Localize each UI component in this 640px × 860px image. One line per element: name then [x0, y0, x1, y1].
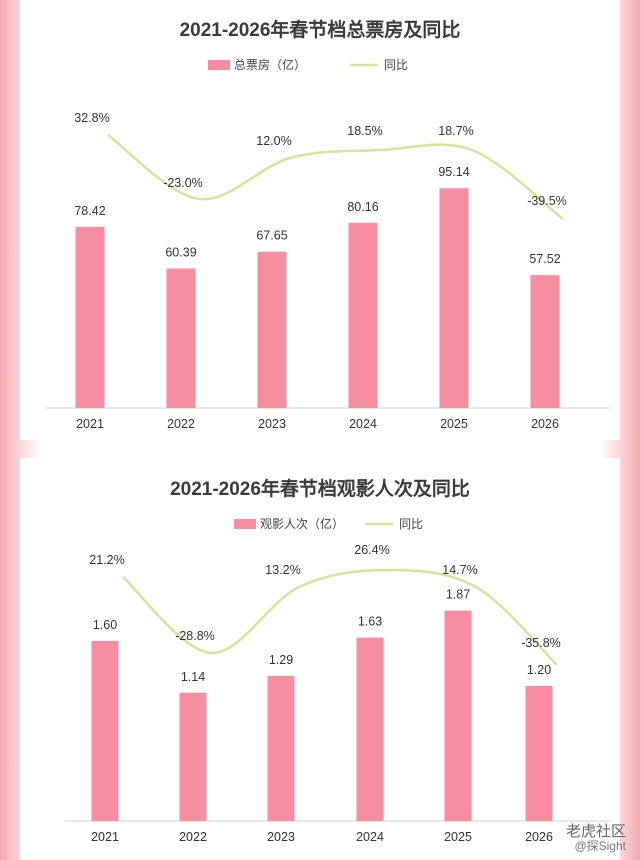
- legend-bar-label: 总票房（亿）: [234, 57, 306, 72]
- admissions-chart-panel: 2021-2026年春节档观影人次及同比观影人次（亿） 同比 1.60 2021 1.1…: [20, 458, 620, 860]
- bar-value-label: 1.29: [269, 653, 293, 667]
- watermark-line2: @探Sight: [574, 839, 626, 853]
- bar-value-label: 1.60: [93, 618, 117, 632]
- bar-value-label: 1.20: [527, 663, 551, 677]
- watermark-line1: 老虎社区: [565, 823, 626, 840]
- x-tick-label: 2023: [267, 830, 295, 844]
- bar-value-label: 1.14: [181, 670, 205, 684]
- x-tick-label: 2024: [356, 830, 384, 844]
- bar: [75, 226, 105, 408]
- bar-value-label: 60.39: [165, 245, 196, 259]
- bar-value-label: 57.52: [529, 252, 560, 266]
- legend-line-label: 同比: [384, 58, 408, 72]
- yoy-label: 26.4%: [354, 543, 389, 557]
- x-tick-label: 2021: [91, 830, 119, 844]
- bar: [525, 686, 553, 821]
- legend-bar-label: 观影人次（亿）: [260, 516, 344, 531]
- x-tick-label: 2025: [444, 830, 472, 844]
- yoy-label: 13.2%: [265, 563, 300, 577]
- bar: [166, 268, 196, 408]
- bar: [91, 641, 119, 821]
- bar-value-label: 95.14: [438, 165, 469, 179]
- yoy-label: 21.2%: [89, 553, 124, 567]
- yoy-label: -28.8%: [175, 629, 215, 643]
- bar: [439, 188, 469, 408]
- x-tick-label: 2023: [258, 417, 286, 431]
- chart-title: 2021-2026年春节档总票房及同比: [180, 18, 461, 41]
- legend-bar-swatch: [208, 60, 230, 70]
- legend-bar-swatch: [234, 519, 256, 529]
- bar: [356, 637, 384, 821]
- bar-value-label: 1.87: [446, 588, 470, 602]
- bar: [179, 692, 207, 821]
- x-tick-label: 2022: [167, 417, 195, 431]
- yoy-line: [122, 568, 558, 666]
- x-tick-label: 2026: [531, 417, 559, 431]
- yoy-label: -35.8%: [521, 636, 561, 650]
- bar-value-label: 1.63: [358, 615, 382, 629]
- x-tick-label: 2025: [440, 417, 468, 431]
- box-office-chart-panel: 2021-2026年春节档总票房及同比总票房（亿） 同比 78.42 2021 60.3…: [20, 0, 620, 440]
- yoy-label: -23.0%: [163, 176, 203, 190]
- yoy-label: -39.5%: [527, 194, 567, 208]
- legend-line-label: 同比: [399, 517, 423, 531]
- yoy-line: [107, 133, 564, 220]
- x-tick-label: 2022: [179, 830, 207, 844]
- yoy-label: 12.0%: [256, 134, 291, 148]
- watermark: 老虎社区 @探Sight: [566, 824, 626, 854]
- yoy-label: 14.7%: [442, 563, 477, 577]
- chart-title: 2021-2026年春节档观影人次及同比: [170, 477, 470, 500]
- bar-value-label: 67.65: [256, 229, 287, 243]
- bar: [267, 675, 295, 821]
- bar-value-label: 78.42: [74, 204, 105, 218]
- bar-value-label: 80.16: [347, 200, 378, 214]
- yoy-label: 18.7%: [438, 124, 473, 138]
- bar: [257, 251, 287, 408]
- bar: [444, 610, 472, 821]
- yoy-label: 32.8%: [74, 111, 109, 125]
- x-tick-label: 2026: [525, 830, 553, 844]
- bar: [530, 275, 560, 408]
- x-tick-label: 2021: [76, 417, 104, 431]
- bar: [348, 222, 378, 408]
- yoy-label: 18.5%: [347, 124, 382, 138]
- x-tick-label: 2024: [349, 417, 377, 431]
